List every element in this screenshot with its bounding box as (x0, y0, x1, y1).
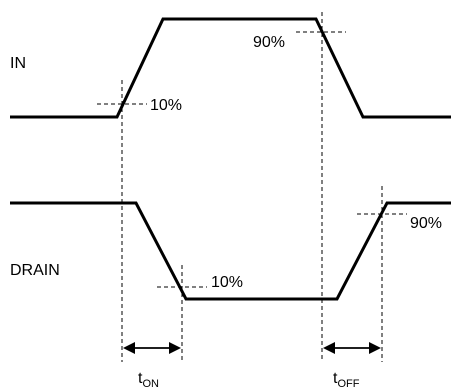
drain-label: DRAIN (10, 262, 60, 279)
t-off-main: t (333, 370, 338, 387)
in-label: IN (10, 55, 26, 72)
t-off-sub: OFF (337, 378, 359, 390)
t-on-main: t (138, 370, 143, 387)
t-off-arrow (323, 342, 381, 354)
t-off-label: tOFF (333, 370, 360, 390)
drain-waveform (10, 201, 451, 301)
drain-90pct-label: 90% (410, 215, 442, 232)
t-on-label: tON (138, 370, 159, 390)
in-waveform (10, 17, 451, 119)
in-90pct-label: 90% (253, 34, 285, 51)
t-on-arrow (123, 342, 181, 354)
drain-10pct-label: 10% (211, 274, 243, 291)
t-on-sub: ON (142, 378, 159, 390)
in-10pct-label: 10% (150, 97, 182, 114)
